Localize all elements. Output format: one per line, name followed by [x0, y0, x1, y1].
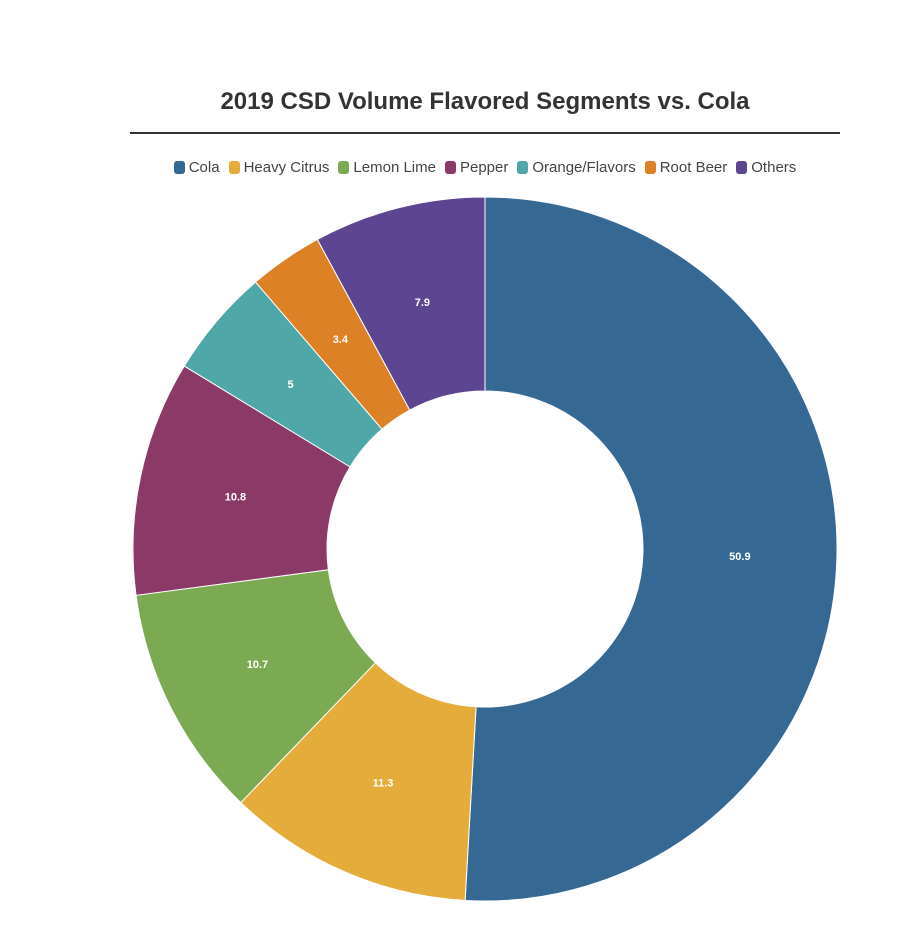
legend-label: Root Beer	[659, 159, 728, 176]
slice-value-label: 5	[288, 379, 294, 391]
legend-swatch	[228, 161, 240, 174]
legend-swatch	[517, 161, 529, 174]
legend-swatch	[338, 161, 350, 174]
chart-title: 2019 CSD Volume Flavored Segments vs. Co…	[220, 88, 750, 115]
legend-swatch	[173, 161, 185, 174]
donut-slice-pepper[interactable]	[132, 365, 351, 596]
legend-swatch	[736, 161, 748, 174]
slice-value-label: 50.9	[729, 551, 750, 563]
legend-label: Cola	[188, 159, 220, 176]
legend-label: Pepper	[459, 159, 509, 176]
legend-item[interactable]: Root Beer	[644, 159, 728, 176]
legend-item[interactable]: Lemon Lime	[338, 159, 436, 176]
slice-labels: 50.9 11.3 10.7 10.8 5 3.4 7.9	[225, 297, 751, 790]
legend-label: Heavy Citrus	[243, 159, 330, 176]
legend: Cola Heavy Citrus Lemon Lime Pepper Orange/F…	[130, 159, 840, 176]
legend-swatch	[444, 161, 456, 174]
legend-swatch	[644, 161, 656, 174]
legend-item[interactable]: Others	[736, 159, 796, 176]
slice-value-label: 10.8	[225, 492, 246, 504]
legend-label: Lemon Lime	[353, 159, 436, 176]
donut-slice-heavy-citrus[interactable]	[240, 662, 477, 901]
legend-item[interactable]: Cola	[173, 159, 220, 176]
slice-value-label: 11.3	[373, 778, 394, 790]
slice-value-label: 7.9	[415, 297, 430, 309]
slice-value-label: 3.4	[333, 334, 349, 346]
donut-slice-cola[interactable]	[464, 196, 838, 902]
donut-slice-others[interactable]	[316, 196, 486, 411]
donut-slices	[132, 196, 838, 902]
donut-slice-lemon-lime[interactable]	[135, 569, 377, 804]
legend-item[interactable]: Pepper	[444, 159, 509, 176]
legend-item[interactable]: Heavy Citrus	[228, 159, 330, 176]
legend-label: Orange/Flavors	[532, 159, 636, 176]
title-divider	[130, 132, 840, 134]
legend-label: Others	[751, 159, 797, 176]
slice-value-label: 10.7	[247, 659, 268, 671]
legend-item[interactable]: Orange/Flavors	[517, 159, 636, 176]
